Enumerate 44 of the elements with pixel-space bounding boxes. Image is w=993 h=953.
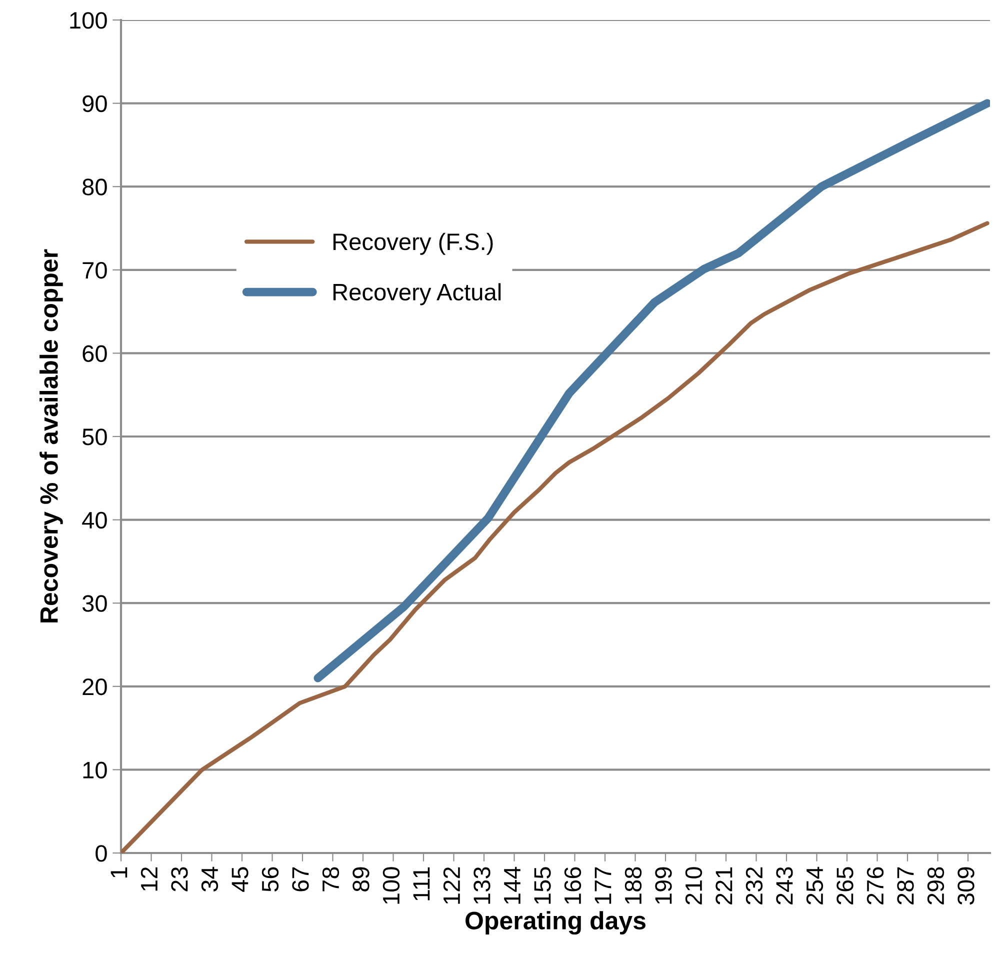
x-tick-label: 188 [624,867,642,904]
x-tick-label: 298 [927,867,944,904]
x-tick-label: 254 [806,866,824,904]
x-tick-label: 221 [716,867,732,904]
x-tick-label: 34 [201,866,218,892]
y-tick-label: 20 [82,678,107,696]
y-tick-label: 0 [96,845,107,862]
x-tick-label: 309 [958,867,974,905]
x-tick-label: 78 [322,867,340,892]
x-tick-label: 177 [594,867,612,904]
x-tick-label: 56 [262,867,279,892]
y-tick-label: 90 [82,95,107,112]
legend-label: Recovery (F.S.) [333,232,493,255]
x-tick-label: 155 [534,867,551,904]
x-tick-label: 23 [171,867,188,892]
x-tick-label: 89 [352,867,370,892]
x-tick-label: 45 [232,867,248,892]
y-tick-label: 60 [82,345,107,362]
x-tick-label: 12 [140,867,158,891]
x-axis-title: Operating days [466,911,646,935]
x-tick-label: 287 [897,867,914,904]
y-tick-label: 70 [82,262,107,279]
y-tick-label: 30 [82,595,107,612]
x-tick-label: 243 [776,867,793,904]
x-tick-label: 111 [413,867,430,900]
x-tick-label: 144 [504,866,520,904]
x-tick-label: 265 [836,867,854,904]
x-tick-label: 1 [110,867,128,878]
x-tick-label: 122 [443,867,460,904]
y-tick-label: 100 [70,12,107,29]
x-tick-label: 276 [866,867,884,904]
x-tick-label: 166 [564,867,582,904]
y-tick-label: 40 [82,512,107,529]
x-tick-label: 100 [382,867,400,904]
x-tick-label: 67 [292,867,309,892]
y-tick-label: 50 [82,428,107,446]
x-tick-label: 133 [474,867,490,904]
x-tick-label: 210 [685,867,702,904]
y-tick-label: 80 [82,178,107,196]
x-tick-label: 199 [655,867,672,904]
legend-label: Recovery Actual [333,283,501,306]
y-tick-label: 10 [83,762,107,778]
y-axis-title: Recovery % of available copper [40,249,63,622]
x-tick-label: 232 [746,867,763,904]
